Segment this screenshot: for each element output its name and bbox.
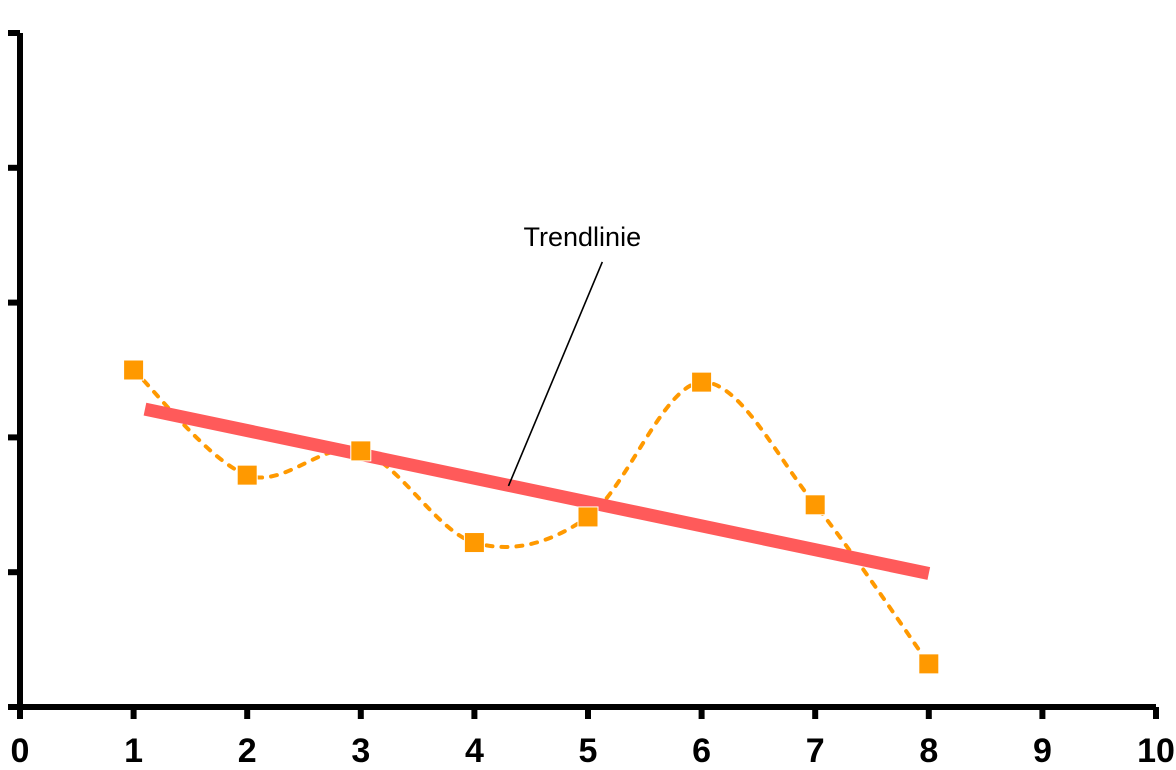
x-tick-label: 6 xyxy=(692,732,711,770)
trendline xyxy=(143,402,931,580)
x-tick-label: 3 xyxy=(351,732,370,770)
x-tick-label: 4 xyxy=(465,732,484,770)
data-point-marker xyxy=(691,371,713,393)
x-tick-label: 1 xyxy=(124,732,143,770)
data-point-marker xyxy=(123,359,145,381)
x-tick-label: 0 xyxy=(11,732,30,770)
x-tick-label: 5 xyxy=(579,732,598,770)
data-point-marker xyxy=(804,494,826,516)
data-point-marker xyxy=(350,440,372,462)
annotation-leader-line xyxy=(507,261,604,487)
x-tick-label: 10 xyxy=(1137,732,1175,770)
data-point-marker xyxy=(236,464,258,486)
x-tick-label: 8 xyxy=(919,732,938,770)
x-tick-label: 9 xyxy=(1033,732,1052,770)
trendline-layer xyxy=(143,402,931,580)
series-line xyxy=(131,368,931,666)
series-line-layer xyxy=(131,368,931,666)
annotation-layer: Trendlinie xyxy=(507,222,642,487)
x-tick-label: 2 xyxy=(238,732,257,770)
data-point-marker xyxy=(918,653,940,675)
data-point-marker xyxy=(463,532,485,554)
axis-layer xyxy=(17,33,1156,710)
y-tick-layer xyxy=(8,30,20,710)
annotation-label: Trendlinie xyxy=(524,222,642,252)
marker-layer xyxy=(123,359,940,675)
x-tick-layer: 0 1 2 3 4 5 6 7 8 9 10 xyxy=(11,707,1175,770)
data-point-marker xyxy=(577,506,599,528)
x-tick-label: 7 xyxy=(806,732,825,770)
